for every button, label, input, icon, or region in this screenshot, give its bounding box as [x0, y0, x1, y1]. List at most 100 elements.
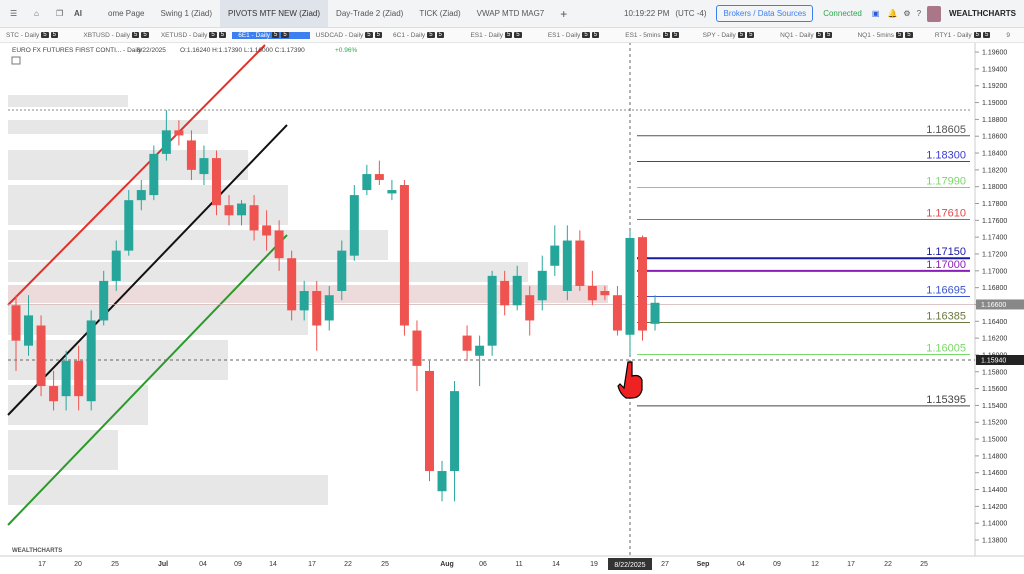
last-price-box [976, 299, 1024, 310]
symbol-name: SPY - Daily [702, 31, 736, 39]
candle-body [525, 295, 535, 321]
y-tick-label: 1.14800 [982, 453, 1007, 460]
symbol-name: 6C1 - Daily [393, 31, 426, 39]
badge: 5 [747, 32, 755, 38]
badge: 5 [582, 32, 590, 38]
y-tick-label: 1.14400 [982, 487, 1007, 494]
badge: 5 [591, 32, 600, 38]
symbol-tab[interactable]: USDCAD - Daily 5 5 [310, 32, 387, 39]
menu-icon[interactable]: ☰ [10, 9, 18, 18]
x-tick-label: 25 [381, 561, 389, 568]
symbol-name: ES1 - Daily [470, 31, 503, 39]
tab[interactable]: Day-Trade 2 (Ziad) [336, 9, 404, 18]
candle-body [412, 330, 422, 366]
tab[interactable]: ome Page [108, 9, 145, 18]
y-tick-label: 1.17400 [982, 235, 1007, 242]
symbol-tab[interactable]: XETUSD - Daily 5 5 [155, 32, 232, 39]
candle-body [337, 250, 347, 292]
candle-body [124, 200, 134, 251]
symbol-tab[interactable]: STC - Daily 5 5 [0, 32, 77, 39]
badge: 5 [815, 32, 823, 38]
crosshair-box [976, 354, 1024, 365]
tab[interactable]: VWAP MTD MAG7 [476, 9, 545, 18]
more-count[interactable]: 9 [1006, 31, 1010, 39]
y-tick-label: 1.16800 [982, 285, 1007, 292]
symbol-tab[interactable]: SPY - Daily 5 5 [697, 32, 774, 39]
y-tick-label: 1.14000 [982, 521, 1007, 528]
expand-icon[interactable] [11, 56, 21, 65]
pivot-label: 1.18605 [926, 124, 966, 136]
symbol-tab[interactable]: ES1 - Daily 5 5 [542, 32, 619, 39]
candle-body [562, 240, 572, 292]
change: +0.96% [335, 47, 357, 54]
copy-icon[interactable]: ❐ [56, 9, 64, 18]
alerts-icon[interactable]: 🔔 [887, 9, 898, 18]
y-tick-label: 1.18400 [982, 151, 1007, 158]
settings-icon[interactable]: ⚙ [903, 9, 911, 18]
x-tick-label: 17 [38, 561, 46, 568]
candle-body [362, 174, 372, 191]
candle-body [387, 190, 397, 194]
x-tick-label: 12 [811, 561, 819, 568]
candle-body [550, 245, 560, 266]
candle-body [475, 345, 485, 356]
y-tick-label: 1.16000 [982, 352, 1007, 359]
candle-body [237, 203, 247, 216]
crosshair-label: 1.15940 [981, 357, 1006, 364]
symbol-tab[interactable]: NQ1 - Daily 5 5 [774, 32, 851, 39]
symbol-tab[interactable]: XBTUSD - Daily 5 5 [77, 32, 154, 39]
candle-body [512, 275, 522, 306]
status: Connected [823, 9, 862, 18]
avatar[interactable] [927, 5, 942, 22]
badge: 5 [209, 32, 217, 38]
x-tick-label: 04 [737, 561, 745, 568]
x-tick-label: 17 [847, 561, 855, 568]
y-tick-label: 1.15600 [982, 386, 1007, 393]
x-tick-label: 11 [515, 561, 522, 568]
trend-line [7, 234, 288, 526]
candle-body [149, 153, 159, 196]
symbol-tab[interactable]: ES1 - 5mins 5 5 [619, 32, 696, 39]
watermark: WEALTHCHARTS [12, 548, 62, 554]
clock: 10:19:22 PM [624, 9, 670, 18]
candle-body [612, 295, 622, 331]
x-tick-label: 09 [234, 561, 242, 568]
symbol-name: XETUSD - Daily [160, 31, 208, 39]
symbol-tab[interactable]: 6C1 - Daily 5 5 [387, 32, 464, 39]
y-tick-label: 1.15400 [982, 403, 1007, 410]
pivot-label: 1.17610 [926, 208, 966, 220]
x-tick-label: 04 [199, 561, 207, 568]
candle-body [424, 370, 434, 472]
tab[interactable]: Swing 1 (Ziad) [160, 9, 213, 18]
y-tick-label: 1.13800 [982, 538, 1007, 545]
trend-line [7, 124, 288, 416]
candle-body [312, 291, 322, 326]
help-icon[interactable]: ? [916, 9, 922, 18]
candle-body [186, 140, 196, 170]
ai-icon[interactable]: AI [74, 9, 82, 18]
pivot-label: 1.16385 [926, 311, 966, 323]
pivot-label: 1.16005 [926, 343, 966, 355]
symbol-name: NQ1 - Daily [780, 31, 814, 39]
save-icon[interactable]: ▣ [871, 9, 880, 18]
tab[interactable]: TICK (Ziad) [419, 9, 461, 18]
candle-body [500, 280, 510, 306]
y-tick-label: 1.17200 [982, 251, 1007, 258]
symbol-tab[interactable]: 6E1 - Daily 5 5 [232, 31, 310, 39]
candle-body [199, 158, 209, 175]
symbol-tab[interactable]: ES1 - Daily 5 5 [464, 32, 541, 39]
x-tick-label: 22 [884, 561, 892, 568]
y-tick-label: 1.18000 [982, 184, 1007, 191]
badge: 5 [504, 32, 513, 38]
add-tab[interactable]: + [560, 6, 568, 21]
symbol-tab[interactable]: RTY1 - Daily 5 5 [929, 32, 1006, 39]
symbol-name: ES1 - Daily [547, 31, 581, 39]
tab[interactable]: PIVOTS MTF NEW (Ziad) [220, 0, 329, 27]
y-tick-label: 1.18200 [982, 167, 1007, 174]
y-tick-label: 1.17600 [982, 218, 1007, 225]
broker-button[interactable]: Brokers / Data Sources [716, 5, 814, 22]
symbol-tab[interactable]: NQ1 - 5mins 5 5 [851, 32, 928, 39]
y-tick-label: 1.19000 [982, 100, 1007, 107]
home-icon[interactable]: ⌂ [34, 9, 39, 18]
